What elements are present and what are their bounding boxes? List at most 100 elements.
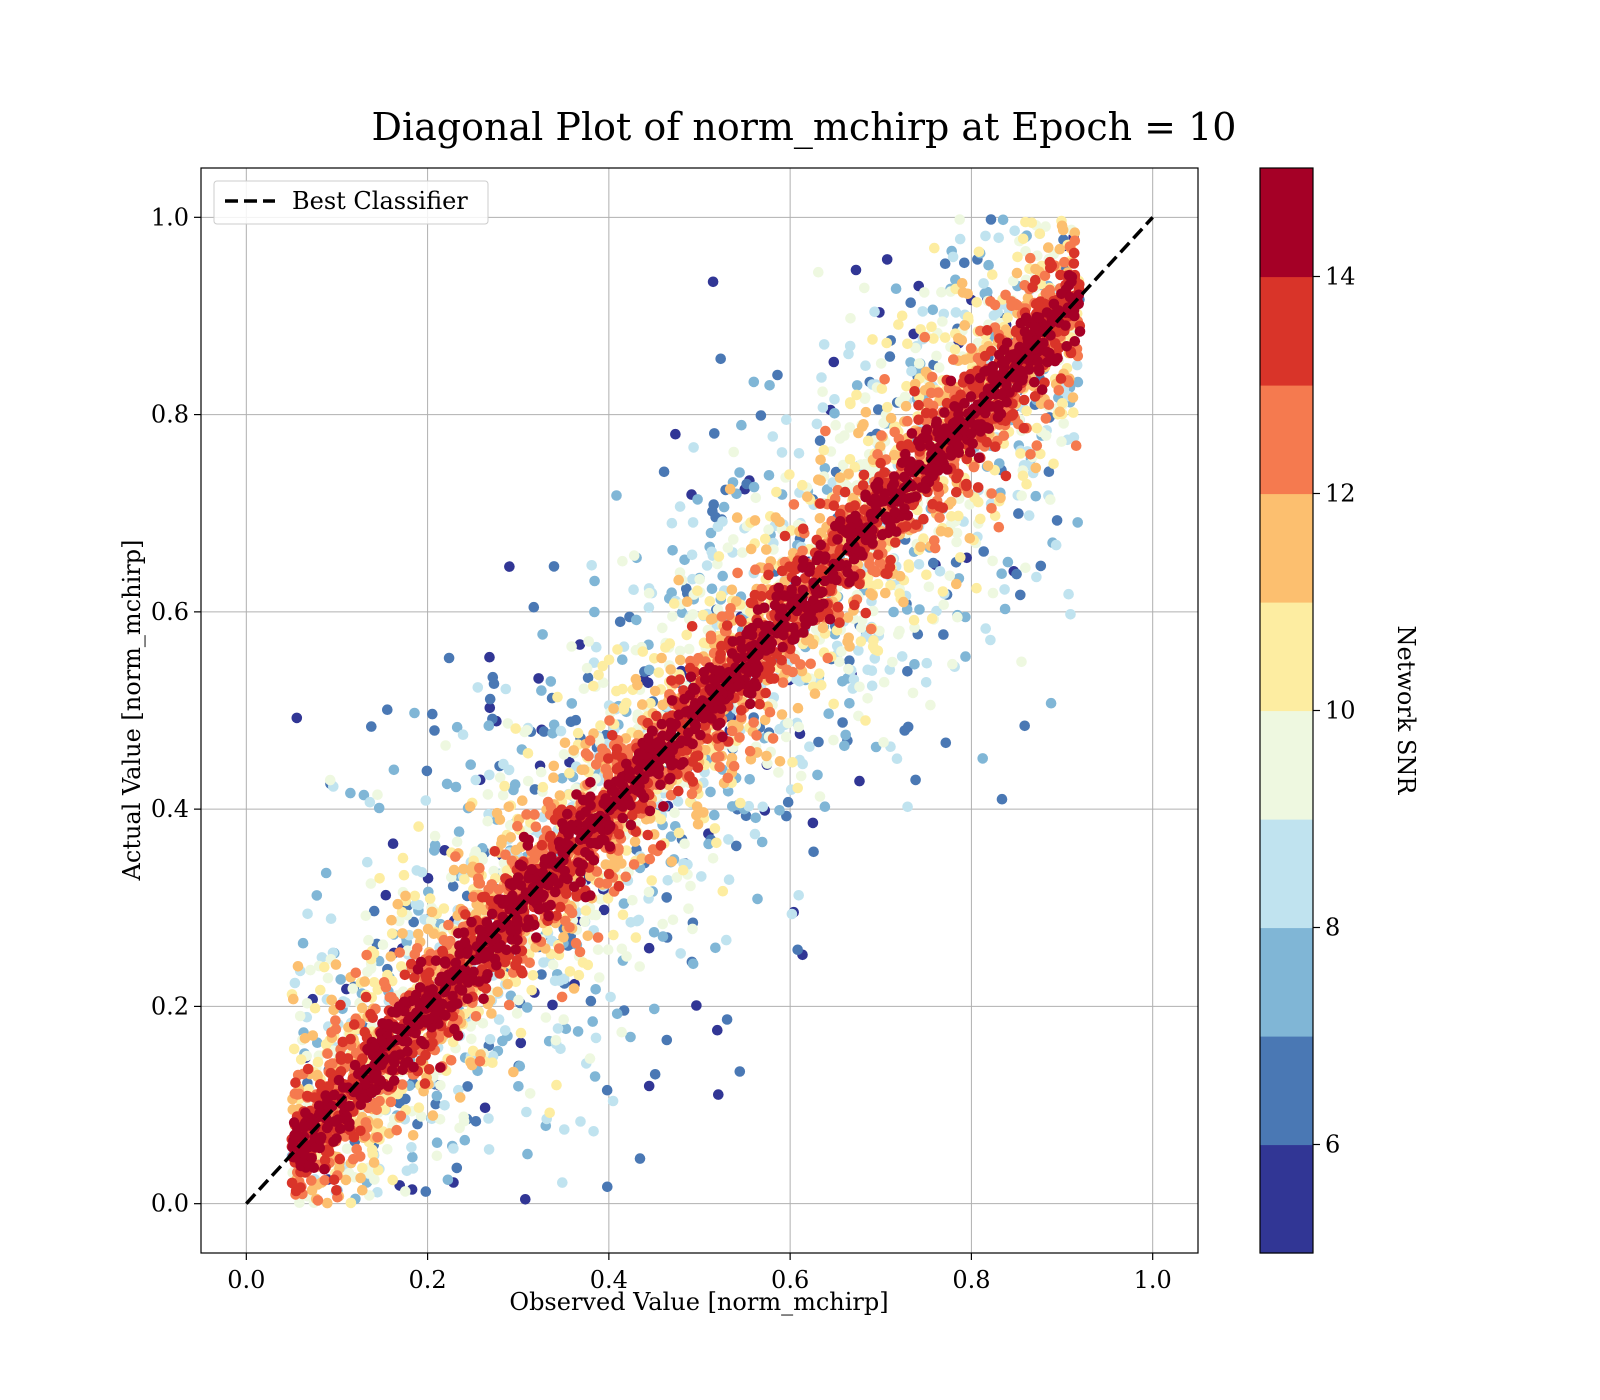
scatter-point — [764, 706, 776, 718]
scatter-point — [937, 316, 948, 327]
scatter-point — [512, 820, 523, 832]
scatter-point — [795, 770, 807, 782]
scatter-points — [286, 214, 1086, 1209]
scatter-point — [828, 734, 839, 746]
scatter-point — [986, 345, 997, 357]
scatter-point — [687, 573, 698, 585]
scatter-point — [1017, 470, 1029, 482]
scatter-point — [618, 704, 630, 715]
scatter-point — [939, 258, 951, 270]
scatter-point — [483, 1144, 495, 1155]
scatter-point — [844, 641, 855, 652]
scatter-point — [661, 892, 672, 903]
scatter-point — [348, 1153, 359, 1165]
scatter-point — [910, 774, 921, 786]
scatter-point — [913, 559, 925, 570]
scatter-point — [1015, 589, 1026, 601]
scatter-point — [551, 1079, 562, 1091]
scatter-point — [330, 1023, 342, 1035]
scatter-point — [1002, 312, 1013, 324]
scatter-point — [462, 1081, 473, 1092]
scatter-point — [1053, 385, 1065, 396]
scatter-point — [451, 836, 463, 848]
scatter-point — [510, 723, 521, 734]
scatter-point — [707, 853, 719, 864]
scatter-point — [920, 407, 932, 419]
scatter-point — [419, 1078, 431, 1089]
scatter-point — [708, 499, 719, 510]
scatter-point — [636, 853, 648, 864]
scatter-point — [479, 1102, 491, 1114]
scatter-point — [630, 932, 642, 943]
scatter-point — [918, 513, 929, 525]
scatter-point — [745, 543, 757, 555]
scatter-point — [493, 884, 505, 895]
scatter-point — [732, 567, 743, 579]
scatter-point — [687, 517, 699, 528]
scatter-point — [522, 775, 534, 787]
scatter-point — [558, 1014, 569, 1025]
scatter-point — [872, 449, 883, 460]
scatter-point — [925, 699, 936, 711]
scatter-point — [494, 968, 506, 979]
scatter-point — [385, 1096, 397, 1108]
scatter-point — [867, 334, 878, 345]
scatter-point — [697, 609, 709, 621]
scatter-point — [322, 1197, 333, 1209]
scatter-point — [947, 251, 959, 263]
scatter-point — [583, 750, 594, 762]
scatter-point — [782, 796, 794, 808]
scatter-point — [387, 838, 399, 849]
scatter-point — [579, 916, 590, 927]
scatter-point — [494, 814, 506, 825]
scatter-point — [643, 1080, 655, 1092]
scatter-point — [363, 934, 374, 946]
scatter-point — [706, 583, 718, 595]
scatter-point — [913, 358, 925, 369]
scatter-point — [748, 376, 760, 388]
scatter-point — [577, 957, 589, 968]
scatter-point — [605, 991, 616, 1003]
scatter-point — [560, 915, 571, 927]
scatter-point — [820, 425, 831, 437]
scatter-point — [498, 758, 509, 770]
scatter-point — [628, 550, 640, 561]
scatter-point — [837, 676, 848, 687]
scatter-point — [1043, 399, 1055, 411]
scatter-point — [602, 1181, 613, 1193]
scatter-point — [637, 646, 649, 657]
scatter-point — [828, 500, 840, 512]
scatter-point — [829, 408, 840, 419]
scatter-point — [568, 983, 580, 994]
scatter-point — [366, 721, 377, 732]
scatter-point — [1016, 490, 1027, 502]
scatter-point — [547, 959, 559, 971]
scatter-point — [441, 778, 453, 790]
scatter-point — [407, 1151, 418, 1163]
scatter-point — [560, 1023, 572, 1035]
scatter-point — [633, 729, 644, 741]
scatter-point — [563, 789, 575, 800]
scatter-point — [431, 1150, 443, 1162]
scatter-point — [484, 702, 496, 714]
scatter-point — [926, 321, 937, 333]
scatter-point — [890, 283, 902, 295]
scatter-point — [602, 893, 614, 904]
scatter-point — [613, 880, 625, 892]
scatter-point — [509, 779, 521, 790]
scatter-point — [657, 622, 668, 634]
scatter-point — [862, 664, 873, 676]
scatter-point — [677, 864, 689, 876]
scatter-point — [365, 878, 377, 889]
scatter-point — [451, 721, 463, 733]
scatter-point — [646, 875, 657, 886]
scatter-point — [489, 846, 501, 857]
scatter-point — [905, 297, 916, 309]
scatter-point — [968, 461, 980, 473]
scatter-point — [814, 498, 826, 509]
scatter-point — [592, 944, 604, 955]
scatter-point — [894, 588, 905, 599]
scatter-point — [578, 683, 590, 694]
scatter-point — [409, 890, 421, 902]
scatter-point — [1045, 697, 1057, 709]
